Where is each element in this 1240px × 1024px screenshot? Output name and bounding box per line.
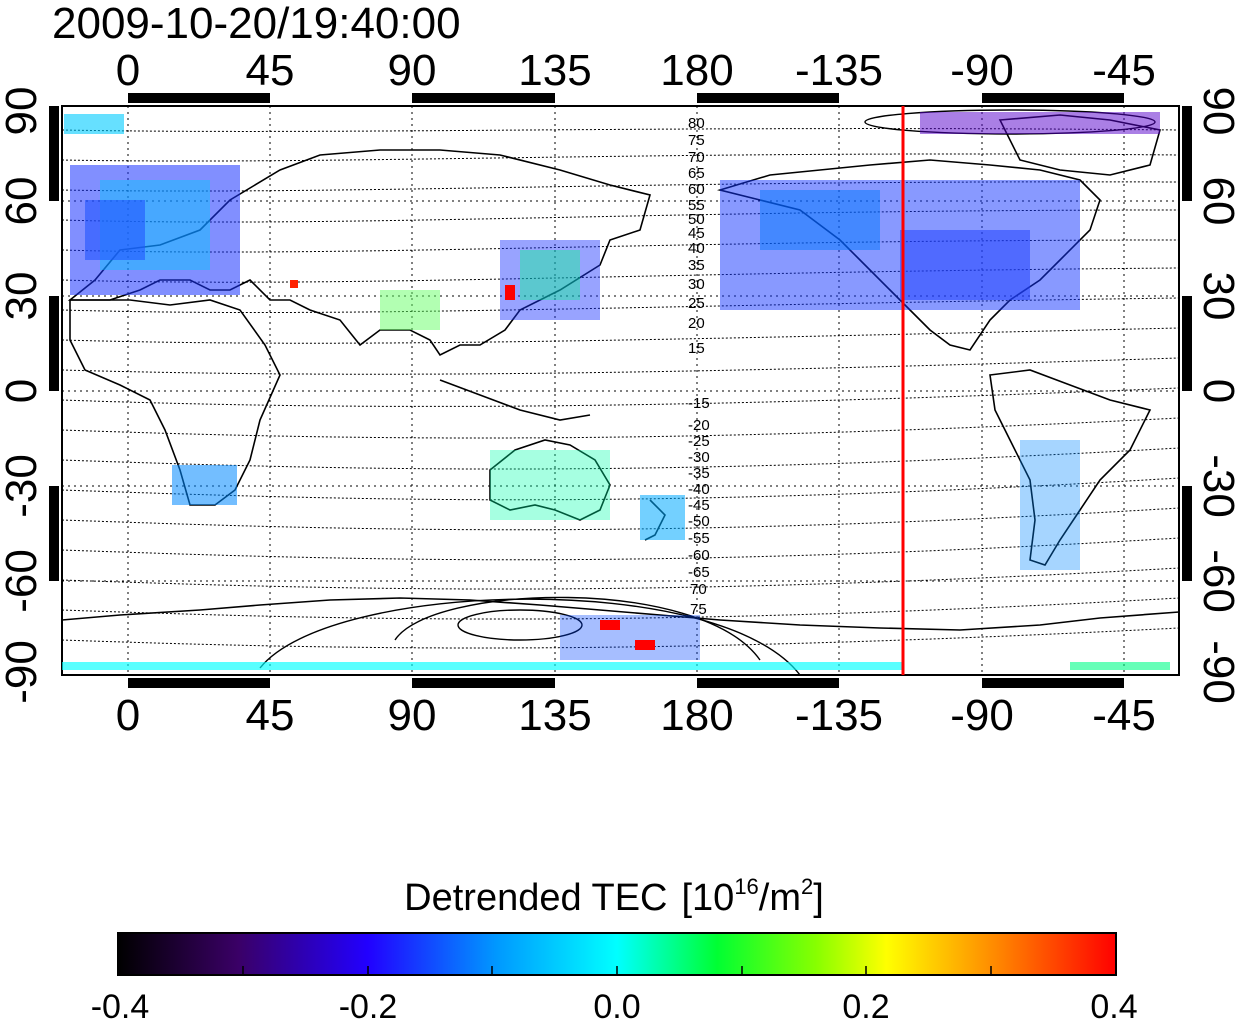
contour-label: -55 bbox=[688, 530, 710, 547]
lat-labels-right: 90 60 30 0 -30 -60 -90 bbox=[1194, 87, 1240, 704]
lon-tick-label: -135 bbox=[795, 691, 883, 740]
lon-tick-label: 135 bbox=[518, 691, 591, 740]
contour-label: 60 bbox=[688, 181, 705, 198]
contour-label: -25 bbox=[688, 433, 710, 450]
colorbar-tick-label: -0.4 bbox=[91, 988, 150, 1024]
lat-tick-label: -60 bbox=[0, 549, 46, 613]
contour-label: 55 bbox=[688, 197, 705, 214]
colorbar-tick-label: 0.0 bbox=[593, 988, 640, 1024]
lat-tick-label: -90 bbox=[0, 640, 46, 704]
lon-tick-label: -90 bbox=[950, 46, 1014, 95]
contour-label: 25 bbox=[688, 295, 705, 312]
contour-label: 70 bbox=[690, 581, 707, 598]
lat-tick-label: 90 bbox=[1194, 87, 1240, 136]
contour-label: 30 bbox=[688, 276, 705, 293]
lon-tick-label: 90 bbox=[388, 46, 437, 95]
lon-tick-label: 0 bbox=[116, 691, 140, 740]
lat-tick-label: 60 bbox=[1194, 177, 1240, 226]
lon-tick-label: 0 bbox=[116, 46, 140, 95]
lon-tick-label: -135 bbox=[795, 46, 883, 95]
lon-tick-label: -90 bbox=[950, 691, 1014, 740]
colorbar-title: Detrended TEC [1016/m2] bbox=[404, 874, 824, 919]
map-panel: 80 75 70 65 60 55 50 45 40 35 30 25 20 1… bbox=[61, 105, 1180, 676]
contour-label: 15 bbox=[688, 340, 705, 357]
contour-label: -65 bbox=[688, 564, 710, 581]
lat-tick-label: -60 bbox=[1194, 549, 1240, 613]
contour-label: 65 bbox=[688, 165, 705, 182]
graticule bbox=[62, 106, 1179, 675]
contour-label: 20 bbox=[688, 315, 705, 332]
contour-label: -60 bbox=[688, 547, 710, 564]
lon-tick-label: 180 bbox=[660, 691, 733, 740]
lat-tick-label: 60 bbox=[0, 177, 46, 226]
lon-tick-label: 45 bbox=[246, 46, 295, 95]
lat-tick-label: 30 bbox=[1194, 272, 1240, 321]
contour-label: -20 bbox=[688, 417, 710, 434]
lat-tick-label: -30 bbox=[0, 454, 46, 518]
lat-tick-label: 90 bbox=[0, 87, 46, 136]
lat-tick-label: -30 bbox=[1194, 454, 1240, 518]
lon-tick-label: -45 bbox=[1092, 691, 1156, 740]
contour-label: 35 bbox=[688, 257, 705, 274]
lon-tick-label: 45 bbox=[246, 691, 295, 740]
lon-labels-bottom: 0 45 90 135 180 -135 -90 -45 bbox=[116, 691, 1156, 740]
colorbar-ticks bbox=[242, 966, 992, 975]
lat-tick-label: 30 bbox=[0, 272, 46, 321]
contour-label: 75 bbox=[688, 132, 705, 149]
contour-label: -15 bbox=[688, 395, 710, 412]
colorbar-tick-label: -0.2 bbox=[339, 988, 398, 1024]
contour-label: -30 bbox=[688, 449, 710, 466]
contour-label: -40 bbox=[688, 481, 710, 498]
contour-label: 75 bbox=[690, 601, 707, 618]
contour-label: 45 bbox=[688, 225, 705, 242]
colorbar-tick-label: 0.4 bbox=[1090, 988, 1137, 1024]
lat-tick-label: 0 bbox=[1194, 379, 1240, 403]
lon-tick-label: 135 bbox=[518, 46, 591, 95]
lon-tick-label: 90 bbox=[388, 691, 437, 740]
contour-label: -35 bbox=[688, 465, 710, 482]
contour-label: -45 bbox=[688, 497, 710, 514]
lat-tick-label: -90 bbox=[1194, 640, 1240, 704]
lon-tick-label: -45 bbox=[1092, 46, 1156, 95]
lat-tick-label: 0 bbox=[0, 379, 46, 403]
contour-labels: 80 75 70 65 60 55 50 45 40 35 30 25 20 1… bbox=[688, 115, 710, 618]
contour-label: -50 bbox=[688, 513, 710, 530]
tec-data-points bbox=[62, 112, 1170, 670]
colorbar: Detrended TEC [1016/m2] -0.4 -0.2 0.0 0.2… bbox=[91, 874, 1138, 1024]
contour-label: 70 bbox=[688, 149, 705, 166]
contour-label: 50 bbox=[688, 211, 705, 228]
contour-label: 80 bbox=[688, 115, 705, 132]
axis-tick-bars bbox=[49, 93, 1192, 688]
colorbar-tick-label: 0.2 bbox=[842, 988, 889, 1024]
contour-label: 40 bbox=[688, 240, 705, 257]
lat-labels-left: 90 60 30 0 -30 -60 -90 bbox=[0, 87, 46, 704]
lon-labels-top: 0 45 90 135 180 -135 -90 -45 bbox=[116, 46, 1156, 95]
lon-tick-label: 180 bbox=[660, 46, 733, 95]
timestamp: 2009-10-20/19:40:00 bbox=[52, 0, 461, 48]
